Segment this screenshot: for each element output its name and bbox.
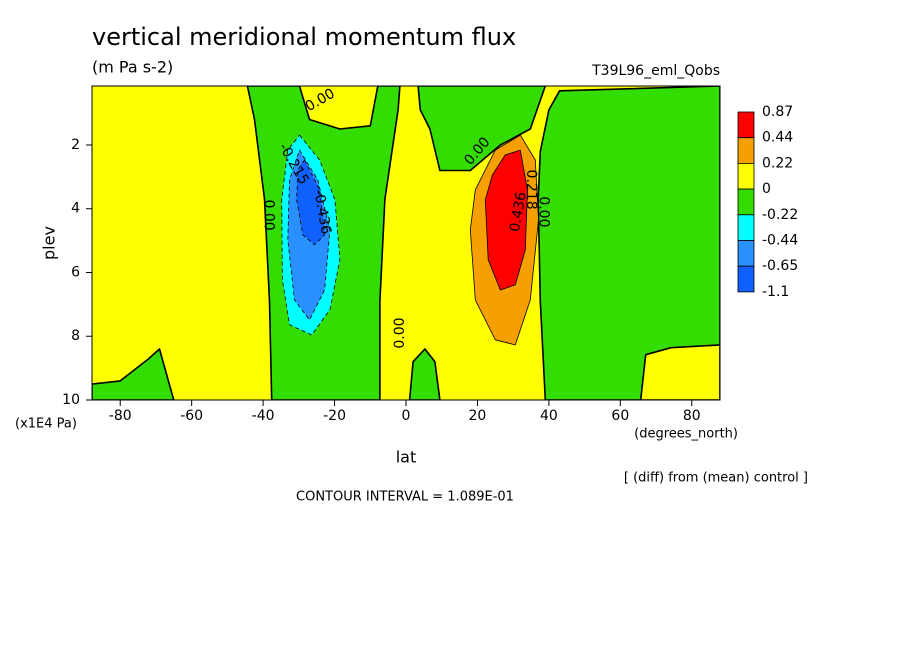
colorbar-label: 0.22: [762, 155, 793, 171]
y-tick-label: 6: [71, 264, 80, 280]
colorbar-label: -0.65: [762, 258, 798, 274]
x-tick-label: 40: [540, 408, 558, 424]
contour-interval: CONTOUR INTERVAL = 1.089E-01: [296, 490, 514, 505]
contour-label: 0.00: [260, 200, 276, 231]
colorbar-label: 0: [762, 181, 771, 197]
y-axis-units: (x1E4 Pa): [15, 417, 77, 432]
x-tick-label: -80: [109, 408, 132, 424]
contour-label: 0.00: [536, 196, 552, 227]
note: [ (diff) from (mean) control ]: [624, 471, 808, 486]
x-tick-label: -60: [180, 408, 203, 424]
contour-region: [296, 159, 325, 246]
x-tick-label: 0: [402, 408, 411, 424]
y-tick-label: 2: [71, 137, 80, 153]
contour-region: [92, 348, 175, 400]
plot-area: 0.000.000.000.00-0.215-0.436 0.4360.2180.…: [92, 86, 720, 400]
contour-region: [484, 149, 528, 291]
x-axis-units: (degrees_north): [634, 427, 738, 442]
regions: 0.000.000.000.00-0.215-0.436 0.4360.2180.…: [92, 86, 720, 400]
y-tick-label: 4: [71, 201, 80, 217]
colorbar-label: -0.44: [762, 233, 798, 249]
y-axis-label: plev: [40, 226, 59, 260]
x-axis-label: lat: [396, 448, 417, 467]
x-tick-label: 60: [611, 408, 629, 424]
contour-label: 0.436: [507, 191, 530, 233]
contour-label: 0.00: [392, 317, 408, 348]
contour-region: [417, 86, 547, 172]
x-tick-label: -40: [252, 408, 275, 424]
run-label: T39L96_eml_Qobs: [591, 63, 720, 79]
colorbar-label: -0.22: [762, 207, 798, 223]
colorbar-box: [737, 162, 755, 190]
x-tick-label: -20: [323, 408, 346, 424]
contour-label: 0.218: [523, 170, 539, 210]
y-tick-label: 8: [71, 328, 80, 344]
colorbar-label: -1.1: [762, 284, 789, 300]
colorbar-box: [737, 137, 755, 164]
colorbar-box: [737, 111, 755, 139]
colorbar-label: 0.87: [762, 104, 793, 120]
chart-title: vertical meridional momentum flux: [92, 23, 516, 51]
colorbar-box: [737, 240, 755, 267]
colorbar-box: [737, 188, 755, 216]
x-tick-label: 80: [683, 408, 701, 424]
colorbar-label: 0.44: [762, 130, 793, 146]
colorbar-box: [737, 214, 755, 241]
chart-subtitle: (m Pa s-2): [92, 58, 173, 77]
contour-region: [639, 344, 720, 400]
contour-region: [537, 86, 720, 400]
contour-label: -0.436: [310, 188, 334, 235]
contour-region: [408, 348, 441, 400]
colorbar-box: [737, 265, 755, 293]
y-tick-label: 10: [62, 392, 80, 408]
x-tick-label: 20: [469, 408, 487, 424]
